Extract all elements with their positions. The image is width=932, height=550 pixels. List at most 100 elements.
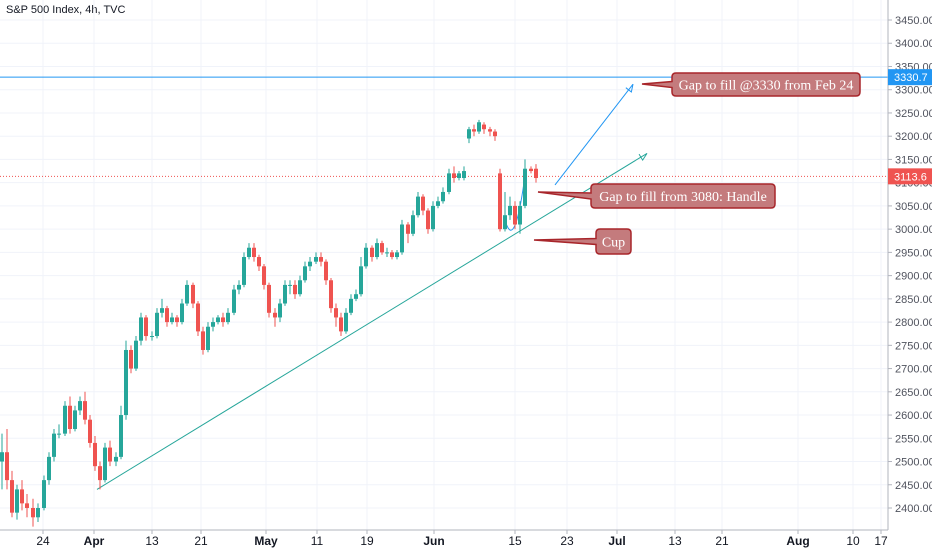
- candle-body: [155, 312, 159, 337]
- candles: [0, 119, 538, 527]
- candle-body: [472, 129, 476, 132]
- trend-line[interactable]: [96, 152, 648, 490]
- last-price-label: 3113.6: [894, 171, 927, 183]
- price-tick-label: 2550.00: [895, 433, 932, 445]
- candle-body: [114, 456, 118, 462]
- candle-body: [513, 205, 517, 225]
- candle-body: [293, 284, 297, 295]
- price-tick-label: 3250.00: [895, 108, 932, 120]
- price-tick-label: 3400.00: [895, 38, 932, 50]
- price-tick-label: 2450.00: [895, 480, 932, 492]
- candle-body: [380, 243, 384, 253]
- candle-body: [201, 331, 205, 350]
- time-tick-label: 11: [311, 534, 324, 548]
- time-tick-label: 17: [874, 534, 888, 548]
- price-tick-label: 3050.00: [895, 201, 932, 213]
- candle-body: [20, 489, 24, 504]
- callout-gap-3330-text: Gap to fill @3330 from Feb 24: [679, 79, 854, 94]
- candle-body: [191, 284, 195, 304]
- candle-body: [370, 247, 374, 258]
- candle-body: [88, 419, 92, 443]
- candle-body: [467, 129, 471, 139]
- time-tick-label: Aug: [786, 534, 809, 548]
- candle-body: [134, 340, 138, 369]
- price-axis[interactable]: 2400.00 2450.00 2500.00 2550.00 2600.00 2650.…: [887, 0, 932, 530]
- candle-body: [144, 317, 148, 337]
- projection-arrowhead: [625, 84, 634, 93]
- candle-body: [160, 308, 164, 313]
- candle-body: [385, 252, 389, 254]
- candle-body: [119, 415, 123, 457]
- candle-body: [406, 224, 410, 234]
- candle-body: [503, 215, 507, 230]
- time-tick-label: 23: [560, 534, 574, 548]
- price-tick-label: 2400.00: [895, 503, 932, 515]
- candle-body: [252, 247, 256, 258]
- callout-gap-3330[interactable]: [641, 72, 861, 97]
- candle-body: [426, 210, 430, 230]
- candle-body: [523, 168, 527, 206]
- price-tick-label: 2950.00: [895, 247, 932, 259]
- candle-body: [267, 284, 271, 313]
- time-tick-label: 19: [360, 534, 374, 548]
- candle-body: [139, 317, 143, 341]
- price-tick-label: 3000.00: [895, 224, 932, 236]
- candle-body: [303, 266, 307, 281]
- candle-body: [534, 168, 538, 179]
- time-tick-label: 21: [715, 534, 729, 548]
- callout-handle[interactable]: [537, 183, 776, 209]
- candle-body: [395, 252, 399, 258]
- candle-body: [170, 317, 174, 323]
- candle-body: [375, 243, 379, 258]
- candle-body: [431, 205, 435, 230]
- candle-body: [288, 284, 292, 286]
- candle-body: [124, 349, 128, 416]
- candle-body: [354, 294, 358, 299]
- candle-body: [175, 317, 179, 323]
- candle-body: [52, 433, 56, 457]
- candle-body: [359, 266, 363, 295]
- candle-body: [390, 252, 394, 258]
- candle-body: [129, 349, 133, 369]
- candle-body: [411, 215, 415, 234]
- candle-body: [98, 466, 102, 481]
- candle-body: [416, 196, 420, 216]
- time-tick-label: Apr: [84, 534, 105, 548]
- projection-arrow[interactable]: [554, 83, 634, 186]
- candle-body: [298, 280, 302, 295]
- price-tick-label: 2750.00: [895, 340, 932, 352]
- time-tick-label: May: [254, 534, 278, 548]
- chart-title: S&P 500 Index, 4h, TVC: [6, 4, 126, 16]
- candle-body: [493, 131, 497, 137]
- time-tick-label: 21: [194, 534, 208, 548]
- candle-body: [206, 326, 210, 350]
- candle-body: [57, 433, 61, 435]
- candle-body: [436, 201, 440, 206]
- candle-body: [421, 196, 425, 211]
- candle-body: [247, 247, 251, 258]
- candle-body: [452, 173, 456, 179]
- time-tick-label: Jul: [608, 534, 625, 548]
- drawings[interactable]: [96, 83, 648, 490]
- price-tick-label: 2600.00: [895, 410, 932, 422]
- candle-body: [211, 322, 215, 327]
- candle-body: [63, 405, 67, 434]
- candle-body: [364, 247, 368, 267]
- candle-body: [180, 303, 184, 323]
- candle-body: [344, 312, 348, 332]
- callout-cup[interactable]: [533, 228, 632, 255]
- candle-body: [508, 205, 512, 216]
- callouts[interactable]: Gap to fill @3330 from Feb 24 Gap to fill…: [533, 72, 861, 255]
- time-axis[interactable]: 24 Apr 13 21 May 11 19 Jun 15 23 Jul 13 21 Aug 10 17: [0, 529, 888, 548]
- candle-body: [108, 447, 112, 462]
- candle-body: [36, 508, 40, 518]
- candle-body: [226, 312, 230, 323]
- callout-cup-text: Cup: [602, 236, 625, 251]
- candle-body: [257, 257, 261, 267]
- candle-body: [488, 129, 492, 132]
- candle-body: [47, 456, 51, 481]
- trend-arrowhead: [638, 153, 648, 162]
- last-price-label-bg: [888, 168, 932, 185]
- candle-body: [221, 317, 225, 323]
